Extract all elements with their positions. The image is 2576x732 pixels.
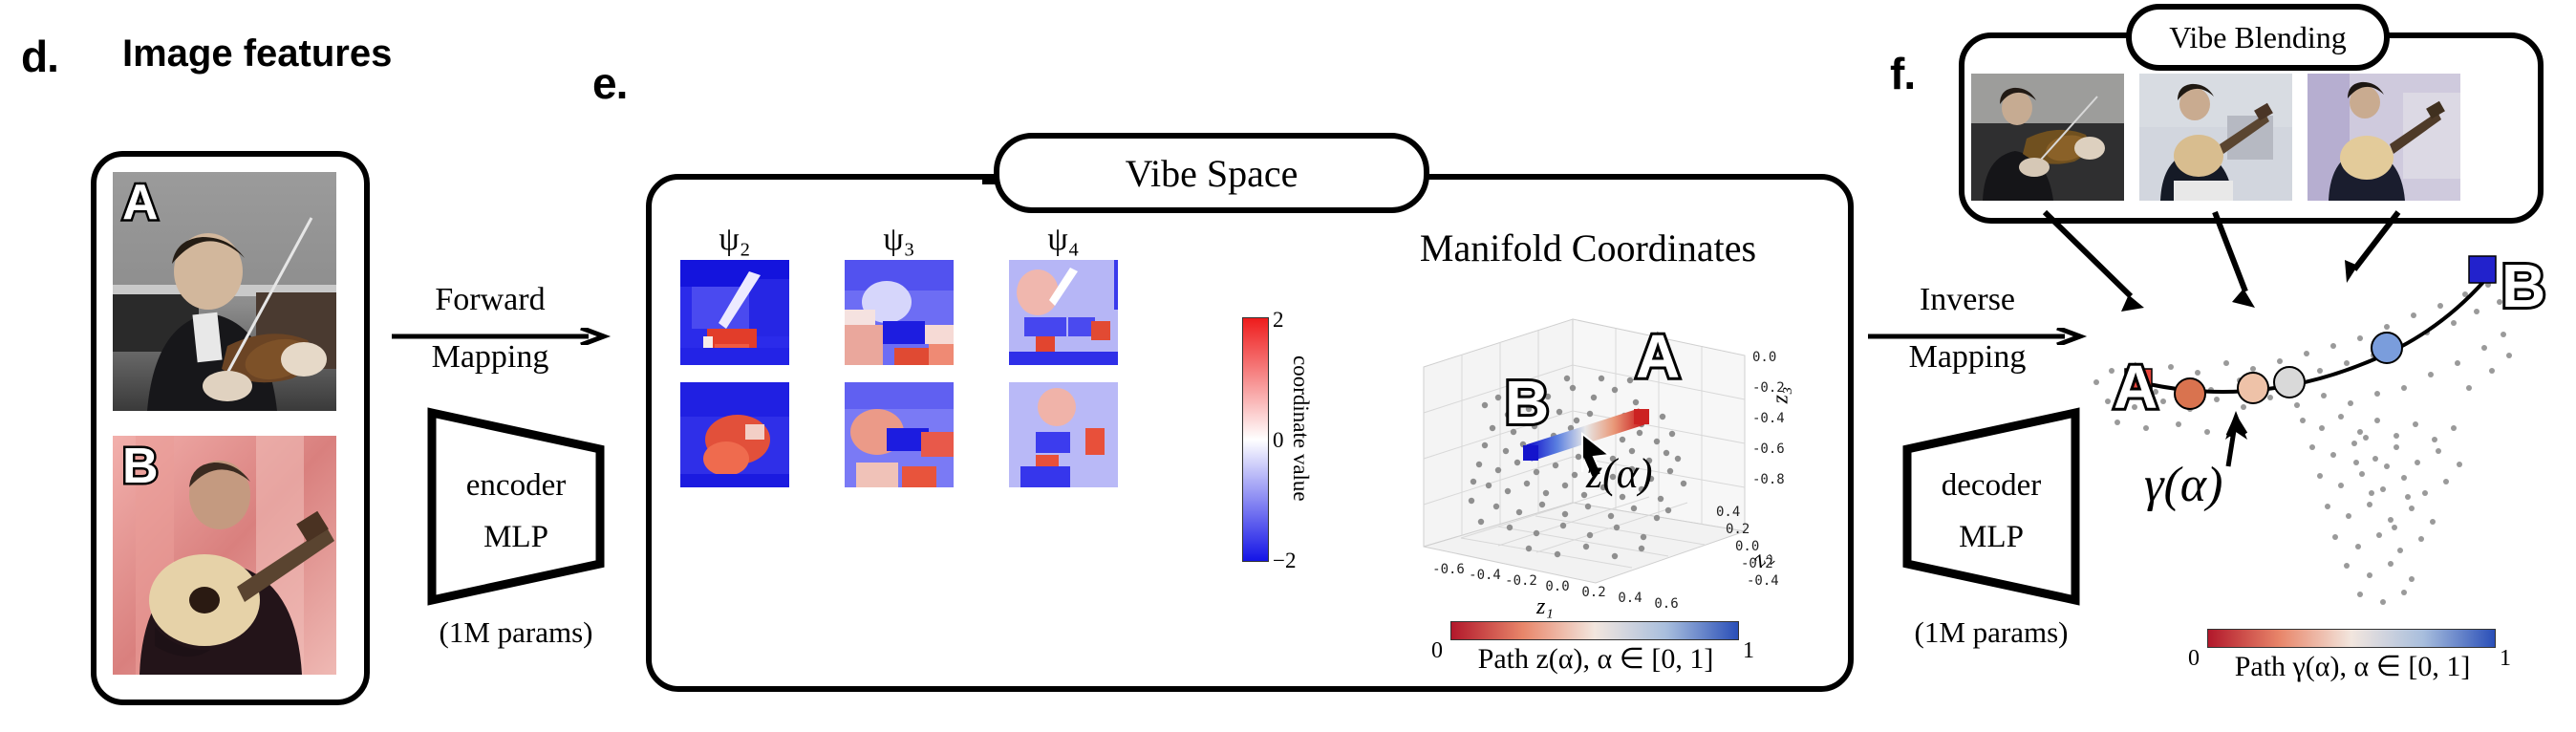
manifold-marker-a: A — [1633, 319, 1683, 394]
encoder-mlp-label-2: MLP — [483, 520, 548, 554]
feature-map-a-psi4 — [1009, 260, 1118, 370]
feature-map-b-psi4 — [1009, 382, 1118, 492]
blend-connectors — [1968, 191, 2542, 387]
svg-text:-0.8: -0.8 — [1752, 472, 1785, 487]
forward-mapping-line2: Mapping — [431, 339, 549, 375]
blend-marker-b: B — [2499, 248, 2548, 323]
manifold-colorbar-label: Path z(α), α ∈ [0, 1] — [1477, 643, 1714, 675]
manifold-scatter-plot: 0.0 -0.2 -0.4 -0.6 -0.8 0.4 0.2 0.0 -0.2 -0.4 … — [1385, 275, 1796, 614]
svg-text:0.4: 0.4 — [1716, 505, 1740, 520]
panel-f-letter: f. — [1890, 49, 1916, 98]
blend-path-label: γ(α) — [2144, 458, 2223, 512]
psi2-label: ψ₂ — [719, 222, 751, 257]
blend-image-3 — [2308, 74, 2460, 201]
image-a-tag: A — [120, 173, 161, 233]
feature-map-colorbar-label: coordinate value — [1289, 355, 1313, 502]
feature-map-colorbar — [1242, 317, 1269, 562]
feature-map-b-psi3 — [845, 382, 954, 492]
forward-mapping-arrow — [392, 325, 612, 350]
feature-map-colorbar-tick-mid: 0 — [1273, 428, 1284, 452]
svg-text:0.2: 0.2 — [1726, 522, 1750, 537]
manifold-axis-z1: z₁ — [1536, 594, 1554, 619]
inverse-mapping-line1: Inverse — [1919, 282, 2016, 317]
vibe-space-callout[interactable]: Vibe Space — [994, 133, 1429, 213]
svg-text:0.0: 0.0 — [1735, 539, 1759, 554]
blend-image-2 — [2139, 74, 2292, 201]
feature-map-a-psi2 — [680, 260, 789, 370]
panel-d-letter: d. — [21, 32, 59, 81]
inverse-mapping-line2: Mapping — [1908, 339, 2027, 375]
manifold-colorbar-min: 0 — [1431, 638, 1443, 663]
svg-text:0.4: 0.4 — [1618, 591, 1642, 606]
svg-text:-0.6: -0.6 — [1432, 562, 1465, 577]
svg-text:-0.4: -0.4 — [1747, 573, 1779, 589]
encoder-params: (1M params) — [439, 615, 593, 649]
feature-map-colorbar-tick-bottom: −2 — [1273, 549, 1297, 572]
svg-text:0.2: 0.2 — [1581, 585, 1605, 600]
svg-text:-0.4: -0.4 — [1752, 411, 1785, 426]
manifold-colorbar-max: 1 — [1743, 638, 1754, 663]
vibe-space-callout-label: Vibe Space — [1125, 151, 1299, 195]
manifold-marker-b: B — [1502, 365, 1552, 440]
panel-d-title: Image features — [122, 32, 393, 75]
manifold-path-label: z(α) — [1586, 450, 1653, 497]
manifold-colorbar — [1450, 621, 1739, 640]
psi3-label: ψ₃ — [883, 222, 915, 257]
manifold-title: Manifold Coordinates — [1419, 226, 1757, 269]
decoder-mlp-label-2: MLP — [1959, 520, 2024, 554]
blend-colorbar-max: 1 — [2500, 646, 2511, 671]
svg-text:-0.6: -0.6 — [1752, 441, 1785, 457]
panel-e-letter: e. — [592, 58, 628, 108]
decoder-params: (1M params) — [1914, 615, 2069, 649]
svg-text:0.0: 0.0 — [1752, 350, 1776, 365]
svg-text:-0.4: -0.4 — [1469, 568, 1501, 583]
psi4-label: ψ₄ — [1047, 222, 1080, 257]
vibe-blending-callout-label: Vibe Blending — [2169, 19, 2347, 54]
blend-scatter-plot — [2083, 210, 2532, 616]
forward-mapping-line1: Forward — [435, 282, 546, 317]
svg-text:0.0: 0.0 — [1545, 579, 1569, 594]
decoder-mlp-label-1: decoder — [1941, 468, 2042, 503]
image-b-tag: B — [120, 437, 161, 497]
feature-map-a-psi3 — [845, 260, 954, 370]
svg-text:0.6: 0.6 — [1654, 596, 1678, 610]
blend-colorbar — [2207, 629, 2496, 648]
blend-image-1 — [1971, 74, 2124, 201]
encoder-mlp-label-1: encoder — [465, 468, 567, 503]
manifold-axis-z3: z₃ — [1768, 386, 1793, 404]
encoder-mlp-shape — [424, 405, 608, 613]
blend-marker-a: A — [2111, 350, 2160, 424]
svg-text:-0.2: -0.2 — [1505, 573, 1537, 589]
svg-text:-0.2: -0.2 — [1752, 380, 1785, 396]
vibe-blending-callout[interactable]: Vibe Blending — [2126, 4, 2390, 71]
feature-map-colorbar-tick-top: 2 — [1273, 308, 1284, 332]
decoder-mlp-shape — [1900, 405, 2083, 613]
image-b-guitar: B — [113, 436, 336, 675]
image-a-violin: A — [113, 172, 336, 411]
feature-map-b-psi2 — [680, 382, 789, 492]
blend-colorbar-label: Path γ(α), α ∈ [0, 1] — [2234, 651, 2471, 682]
inverse-mapping-arrow — [1868, 325, 2088, 350]
svg-text:-0.2: -0.2 — [1741, 556, 1773, 571]
blend-colorbar-min: 0 — [2188, 646, 2200, 671]
